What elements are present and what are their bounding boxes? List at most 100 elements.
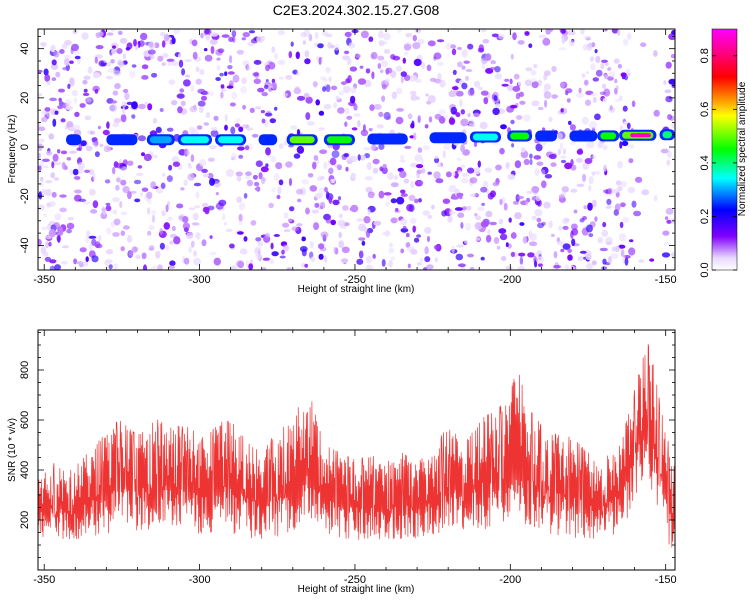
speckle: [209, 173, 214, 179]
speckle: [400, 71, 407, 77]
speckle: [44, 74, 51, 82]
speckle: [480, 29, 487, 33]
speckle: [279, 255, 286, 259]
speckle: [237, 231, 244, 235]
speckle: [225, 168, 234, 177]
speckle: [120, 211, 128, 215]
speckle: [59, 49, 65, 54]
speckle: [390, 54, 396, 60]
speckle: [331, 85, 338, 91]
speckle: [522, 236, 528, 244]
speckle: [396, 87, 403, 95]
speckle: [333, 246, 337, 254]
y-tick-label: 600: [19, 411, 31, 429]
speckle: [278, 179, 284, 186]
speckle: [583, 35, 591, 39]
speckle: [591, 42, 596, 48]
speckle: [191, 222, 199, 226]
speckle: [209, 38, 218, 45]
speckle: [118, 30, 123, 35]
speckle: [59, 207, 67, 213]
speckle: [408, 194, 416, 201]
speckle: [653, 50, 658, 57]
speckle: [269, 85, 273, 89]
speckle: [442, 150, 446, 159]
speckle: [148, 224, 155, 230]
ridge-segment-core: [510, 132, 530, 140]
speckle: [74, 189, 82, 194]
speckle: [615, 85, 619, 90]
speckle: [583, 205, 587, 210]
speckle: [41, 158, 50, 162]
speckle: [629, 144, 635, 149]
y-tick-label: -40: [19, 237, 31, 253]
speckle: [481, 62, 486, 69]
speckle: [489, 66, 497, 70]
speckle: [38, 204, 45, 211]
speckle: [619, 141, 623, 149]
speckle: [105, 202, 111, 206]
speckle: [235, 171, 243, 177]
speckle: [342, 205, 349, 211]
speckle: [52, 153, 59, 162]
speckle: [396, 108, 404, 112]
speckle: [62, 67, 68, 71]
speckle: [290, 41, 294, 47]
x-tick-label: -250: [344, 274, 366, 286]
y-tick-label: 800: [19, 361, 31, 379]
colorbar-gradient: [711, 28, 738, 271]
speckle: [231, 30, 237, 38]
speckle: [343, 153, 349, 158]
speckle: [601, 229, 609, 237]
speckle: [635, 176, 643, 183]
speckle: [409, 217, 417, 224]
speckle: [313, 222, 320, 231]
speckle: [461, 49, 468, 58]
speckle: [205, 112, 211, 119]
speckle: [297, 198, 302, 203]
speckle: [301, 179, 310, 185]
speckle: [361, 240, 366, 246]
speckle: [419, 257, 424, 266]
speckle: [305, 96, 313, 104]
speckle: [511, 143, 515, 148]
speckle: [202, 90, 208, 95]
speckle: [624, 257, 629, 266]
spectrogram-xlabel: Height of straight line (km): [298, 284, 415, 295]
speckle: [571, 223, 578, 230]
speckle: [161, 40, 166, 48]
speckle: [224, 124, 228, 131]
speckle: [40, 246, 47, 255]
speckle: [369, 104, 375, 111]
speckle: [413, 237, 420, 243]
speckle: [215, 202, 224, 210]
speckle: [403, 178, 410, 184]
speckle: [52, 118, 57, 127]
speckle: [531, 81, 539, 89]
speckle: [169, 240, 174, 245]
speckle: [400, 193, 408, 197]
speckle: [253, 247, 261, 254]
speckle: [210, 129, 219, 137]
speckle: [536, 161, 544, 166]
speckle: [161, 62, 166, 66]
speckle: [510, 119, 515, 125]
speckle: [103, 145, 111, 153]
x-tick-label: -250: [344, 574, 366, 586]
speckle: [255, 106, 261, 110]
speckle: [90, 209, 98, 214]
speckle: [402, 57, 406, 64]
speckle: [433, 52, 442, 60]
speckle: [105, 75, 114, 80]
speckle: [150, 181, 157, 190]
speckle: [261, 176, 266, 184]
speckle: [140, 32, 148, 41]
speckle: [461, 173, 470, 178]
speckle: [224, 71, 228, 76]
speckle: [41, 189, 47, 196]
speckle: [277, 30, 285, 36]
speckle: [328, 196, 333, 204]
speckle: [122, 186, 130, 194]
speckle: [400, 155, 404, 160]
speckle: [286, 267, 292, 270]
